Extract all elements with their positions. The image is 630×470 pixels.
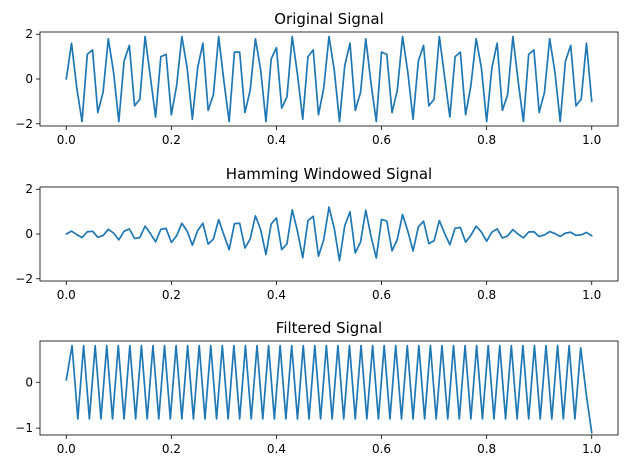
x-tick-label: 0.4: [267, 288, 286, 302]
axes-frame: [39, 186, 619, 282]
y-tick-label: 2: [25, 182, 33, 196]
y-tick-label: 0: [25, 375, 33, 389]
x-tick-label: 1.0: [582, 442, 601, 456]
x-tick-label: 1.0: [582, 133, 601, 147]
x-tick-label: 0.6: [372, 442, 391, 456]
x-tick-label: 0.4: [267, 133, 286, 147]
subplot-title: Hamming Windowed Signal: [226, 165, 432, 183]
subplot-filtered-signal: Filtered Signal 0.0 0.2 0.4 0.6 0.8 1.0 −1 0: [15, 319, 619, 456]
series-line: [65, 344, 593, 434]
x-tick-label: 0.2: [162, 133, 181, 147]
x-tick-label: 0.8: [477, 133, 496, 147]
series-line: [65, 35, 593, 123]
y-tick-label: 2: [25, 27, 33, 41]
axes-frame: [39, 31, 619, 127]
plot-area: 0.0 0.2 0.4 0.6 0.8 1.0 −2 0 2: [15, 182, 601, 302]
x-tick-label: 0.6: [372, 288, 391, 302]
x-tick-label: 0.6: [372, 133, 391, 147]
plot-area: 0.0 0.2 0.4 0.6 0.8 1.0 −2 0 2: [15, 27, 601, 147]
subplot-original-signal: Original Signal 0.0 0.2 0.4 0.6 0.8 1.0 −2 0 2: [15, 10, 619, 147]
subplot-title: Original Signal: [274, 10, 384, 28]
x-tick-label: 0.2: [162, 442, 181, 456]
series-line: [65, 206, 593, 262]
x-tick-label: 0.8: [477, 288, 496, 302]
y-tick-label: −2: [15, 272, 33, 286]
x-tick-label: 0.0: [57, 442, 76, 456]
subplot-hamming-windowed-signal: Hamming Windowed Signal 0.0 0.2 0.4 0.6 0.8 1…: [15, 165, 619, 302]
y-tick-label: 0: [25, 72, 33, 86]
y-tick-label: −1: [15, 421, 33, 435]
x-tick-label: 0.2: [162, 288, 181, 302]
x-tick-label: 0.8: [477, 442, 496, 456]
x-tick-label: 1.0: [582, 288, 601, 302]
y-tick-label: 0: [25, 227, 33, 241]
x-tick-label: 0.4: [267, 442, 286, 456]
axes-frame: [39, 340, 619, 436]
x-tick-label: 0.0: [57, 288, 76, 302]
x-tick-label: 0.0: [57, 133, 76, 147]
y-tick-label: −2: [15, 117, 33, 131]
plot-area: 0.0 0.2 0.4 0.6 0.8 1.0 −1 0: [15, 344, 601, 456]
subplot-title: Filtered Signal: [276, 319, 382, 337]
